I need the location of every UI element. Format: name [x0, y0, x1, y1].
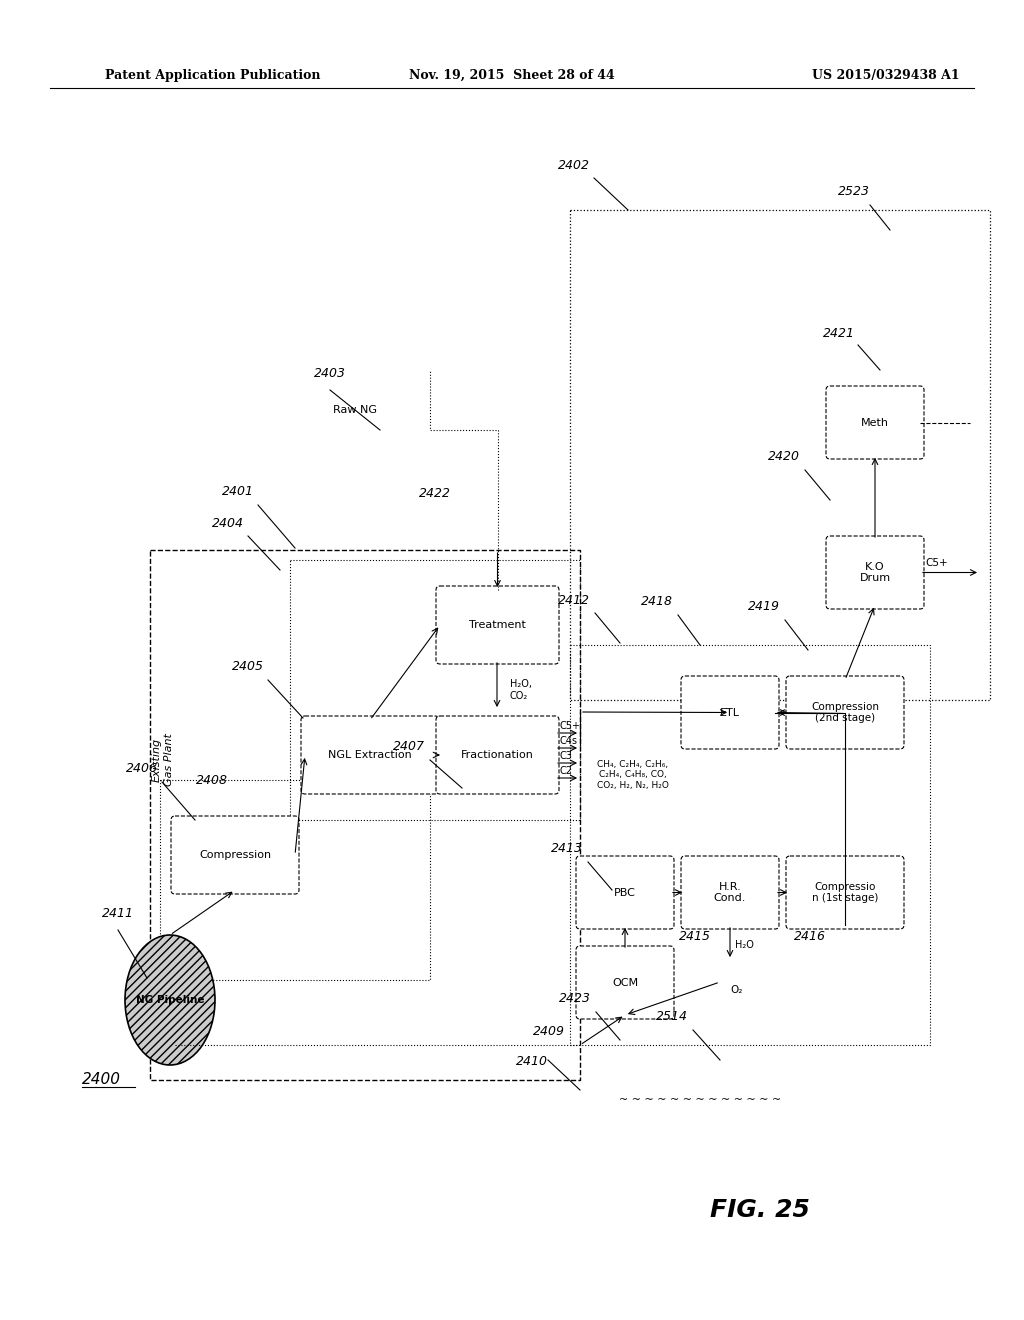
Text: 2404: 2404 — [212, 517, 244, 531]
FancyBboxPatch shape — [681, 855, 779, 929]
Text: ETL: ETL — [720, 708, 740, 718]
Text: H₂O,
CO₂: H₂O, CO₂ — [510, 680, 532, 701]
Text: Fractionation: Fractionation — [461, 750, 534, 760]
Text: 2405: 2405 — [232, 660, 264, 673]
FancyBboxPatch shape — [826, 536, 924, 609]
Text: 2422: 2422 — [419, 487, 451, 500]
Text: 2406: 2406 — [126, 762, 158, 775]
Text: 2418: 2418 — [641, 595, 673, 609]
Text: 2410: 2410 — [516, 1055, 548, 1068]
Text: Raw NG: Raw NG — [333, 405, 377, 414]
Text: 2421: 2421 — [823, 327, 855, 341]
Text: FIG. 25: FIG. 25 — [710, 1199, 810, 1222]
Bar — [150, 550, 580, 1080]
Text: C5+: C5+ — [925, 557, 947, 568]
Text: Compressio
n (1st stage): Compressio n (1st stage) — [812, 882, 879, 903]
FancyBboxPatch shape — [786, 855, 904, 929]
Bar — [570, 210, 990, 700]
Text: C4s: C4s — [560, 737, 578, 746]
Text: Existing
Gas Plant: Existing Gas Plant — [153, 734, 174, 787]
Bar — [290, 560, 580, 820]
Text: 2415: 2415 — [679, 931, 711, 942]
Text: 2523: 2523 — [838, 185, 870, 198]
Text: NGL Extraction: NGL Extraction — [328, 750, 412, 760]
FancyBboxPatch shape — [171, 816, 299, 894]
FancyBboxPatch shape — [575, 946, 674, 1019]
Text: 2409: 2409 — [534, 1026, 565, 1038]
FancyBboxPatch shape — [436, 715, 559, 795]
Bar — [570, 645, 930, 1045]
Text: K.O
Drum: K.O Drum — [859, 562, 891, 583]
Text: 2416: 2416 — [794, 931, 826, 942]
Text: C2: C2 — [560, 766, 573, 776]
Text: NG Pipeline: NG Pipeline — [136, 995, 204, 1005]
Text: 2400: 2400 — [82, 1072, 121, 1088]
Text: 2401: 2401 — [222, 484, 254, 498]
FancyBboxPatch shape — [681, 676, 779, 748]
FancyBboxPatch shape — [436, 586, 559, 664]
Text: 2423: 2423 — [559, 993, 591, 1005]
Text: 2514: 2514 — [656, 1010, 688, 1023]
Text: H₂O: H₂O — [735, 940, 754, 950]
FancyBboxPatch shape — [301, 715, 439, 795]
Text: Meth: Meth — [861, 417, 889, 428]
FancyBboxPatch shape — [786, 676, 904, 748]
FancyBboxPatch shape — [575, 855, 674, 929]
Text: CH₄, C₂H₄, C₂H₆,
C₂H₄, C₄H₈, CO,
CO₂, H₂, N₂, H₂O: CH₄, C₂H₄, C₂H₆, C₂H₄, C₄H₈, CO, CO₂, H₂… — [597, 760, 669, 789]
Text: 2408: 2408 — [196, 774, 228, 787]
Text: Patent Application Publication: Patent Application Publication — [105, 69, 321, 82]
Text: 2411: 2411 — [102, 907, 134, 920]
Text: 2413: 2413 — [551, 842, 583, 855]
Text: 2412: 2412 — [558, 594, 590, 607]
Text: Compression: Compression — [199, 850, 271, 861]
Text: ~ ~ ~ ~ ~ ~ ~ ~ ~ ~ ~ ~ ~: ~ ~ ~ ~ ~ ~ ~ ~ ~ ~ ~ ~ ~ — [618, 1096, 781, 1105]
Text: 2402: 2402 — [558, 158, 590, 172]
Text: 2407: 2407 — [393, 741, 425, 752]
Text: C3: C3 — [560, 751, 572, 762]
Text: Nov. 19, 2015  Sheet 28 of 44: Nov. 19, 2015 Sheet 28 of 44 — [410, 69, 614, 82]
Text: Treatment: Treatment — [469, 620, 526, 630]
Text: H.R.
Cond.: H.R. Cond. — [714, 882, 746, 903]
Bar — [160, 780, 430, 979]
FancyBboxPatch shape — [826, 385, 924, 459]
Text: US 2015/0329438 A1: US 2015/0329438 A1 — [812, 69, 961, 82]
Text: 2403: 2403 — [314, 367, 346, 380]
Text: OCM: OCM — [612, 978, 638, 987]
Ellipse shape — [125, 935, 215, 1065]
Text: 2420: 2420 — [768, 450, 800, 463]
Text: C5+: C5+ — [560, 721, 581, 731]
Text: PBC: PBC — [614, 887, 636, 898]
Text: 2419: 2419 — [748, 601, 780, 612]
Text: O₂: O₂ — [730, 985, 742, 995]
Text: Compression
(2nd stage): Compression (2nd stage) — [811, 702, 879, 723]
